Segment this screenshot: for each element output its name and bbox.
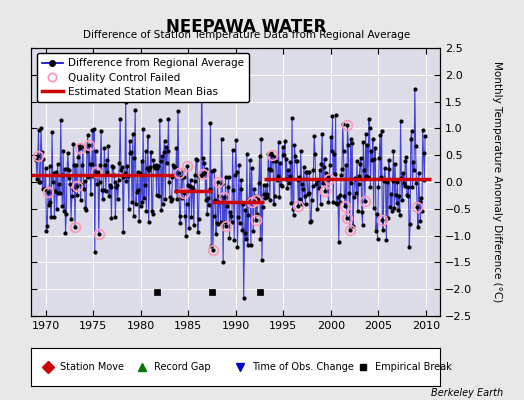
Text: Berkeley Earth: Berkeley Earth [431, 388, 503, 398]
Text: Time of Obs. Change: Time of Obs. Change [252, 362, 354, 372]
Text: Record Gap: Record Gap [154, 362, 211, 372]
Y-axis label: Monthly Temperature Anomaly Difference (°C): Monthly Temperature Anomaly Difference (… [492, 61, 501, 303]
Text: Difference of Station Temperature Data from Regional Average: Difference of Station Temperature Data f… [83, 30, 410, 40]
Text: NEEPAWA WATER: NEEPAWA WATER [166, 18, 326, 36]
Legend: Difference from Regional Average, Quality Control Failed, Estimated Station Mean: Difference from Regional Average, Qualit… [37, 53, 249, 102]
Text: Empirical Break: Empirical Break [375, 362, 452, 372]
Text: Station Move: Station Move [60, 362, 124, 372]
